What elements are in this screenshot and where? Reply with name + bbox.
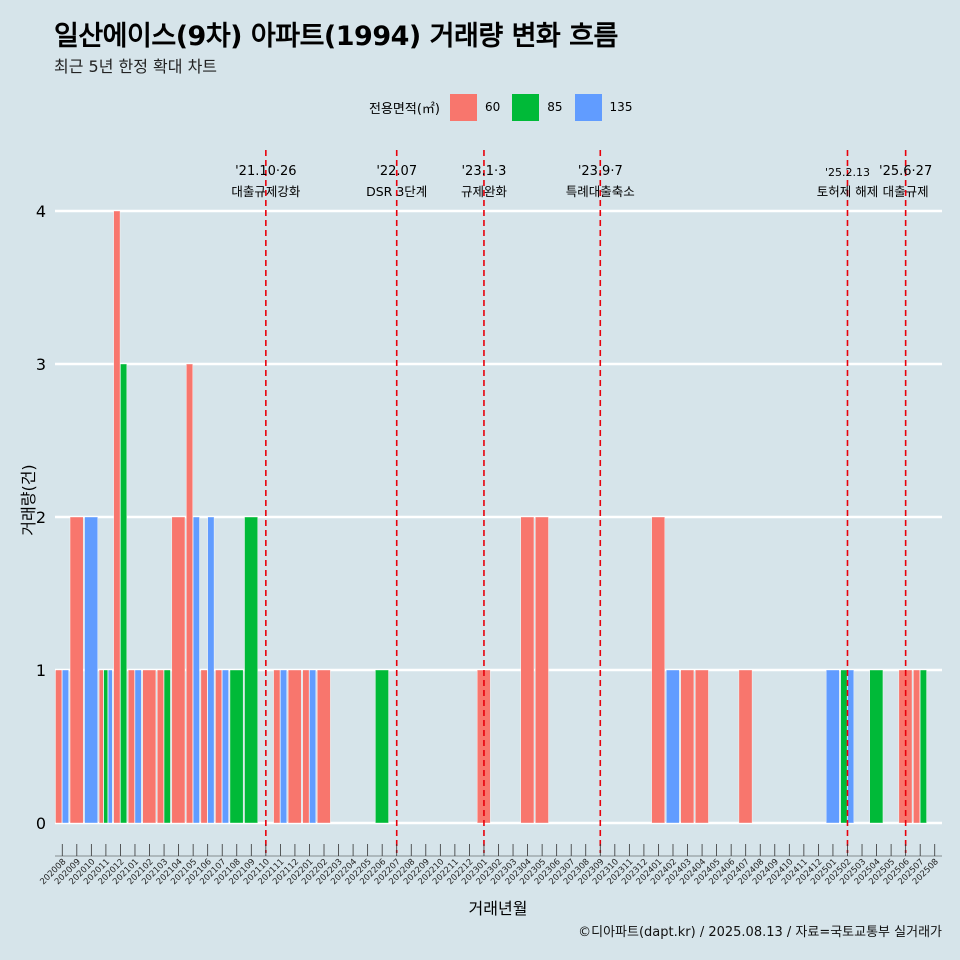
legend: 전용면적(㎡) 60 85 135 — [369, 93, 644, 121]
bar-202011-60 — [98, 669, 104, 824]
y-tick-label-2: 2 — [36, 508, 46, 527]
bar-202112-60 — [287, 669, 302, 824]
bar-202103-60 — [157, 669, 164, 824]
bar-202201-135 — [309, 669, 317, 824]
bar-202403-60 — [680, 669, 695, 824]
legend-label-60: 60 — [484, 100, 501, 114]
y-tick-label-3: 3 — [36, 355, 46, 374]
bar-202109-85 — [244, 516, 258, 824]
bar-202010-135 — [84, 516, 98, 824]
bar-202101-60 — [128, 669, 135, 824]
legend-swatch-60 — [449, 93, 477, 121]
chart-title: 일산에이스(9차) 아파트(1994) 거래량 변화 흐름 — [54, 21, 618, 52]
chart-subtitle: 최근 5년 한정 확대 차트 — [54, 57, 218, 76]
legend-swatch-85 — [512, 93, 540, 121]
legend-label-85: 85 — [547, 100, 563, 114]
bar-202104-60 — [171, 516, 186, 824]
y-tick-label-0: 0 — [36, 814, 46, 833]
annotation-label-2: 규제완화 — [461, 184, 508, 199]
bar-202507-85 — [919, 669, 927, 824]
bar-202011-85 — [103, 669, 108, 824]
bar-202012-60 — [113, 210, 121, 824]
legend-label-135: 135 — [609, 100, 633, 114]
bar-202009-60 — [69, 516, 84, 824]
bar-202012-85 — [120, 363, 128, 824]
bar-202105-135 — [192, 516, 200, 824]
annotation-date-0: '21.10·26 — [235, 164, 296, 179]
bar-202111-60 — [273, 669, 281, 824]
bar-202108-85 — [229, 669, 244, 824]
annotation-label-1: DSR 3단계 — [366, 184, 427, 199]
bar-202008-60 — [55, 669, 63, 824]
annotation-date-2: '23.1·3 — [461, 164, 506, 179]
bar-202507-60 — [913, 669, 920, 824]
annotations: '21.10·26 대출규제강화 '22.07 DSR 3단계 '23.1·3 규제완화 '… — [231, 150, 932, 853]
source-caption: ©디아파트(dapt.kr) / 2025.08.13 / 자료=국토교통부 실… — [578, 925, 942, 940]
annotation-label-5: 대출규제 — [883, 184, 929, 199]
annotation-date-1: '22.07 — [376, 164, 417, 179]
bar-202404-60 — [695, 669, 709, 824]
bar-202407-60 — [738, 669, 753, 824]
bar-202305-60 — [535, 516, 549, 824]
bar-202103-85 — [163, 669, 171, 824]
bar-202106-60 — [200, 669, 208, 824]
bar-202102-60 — [142, 669, 157, 824]
bar-202504-85 — [869, 669, 884, 824]
x-axis: 2020082020092020102020112020122021012021… — [38, 844, 942, 887]
y-tick-label-1: 1 — [36, 661, 46, 680]
annotation-label-4: 토허제 해제 — [817, 184, 878, 199]
bar-202008-135 — [62, 669, 69, 824]
bars — [55, 210, 927, 824]
bar-202206-85 — [375, 669, 389, 824]
legend-item-85: 85 — [512, 93, 570, 121]
bar-202502-135 — [847, 669, 855, 824]
bar-202502-85 — [840, 669, 848, 824]
bar-202107-60 — [215, 669, 223, 824]
annotation-date-4: '25.2.13 — [825, 166, 870, 179]
bar-202202-60 — [317, 669, 331, 824]
annotation-label-0: 대출규제강화 — [231, 184, 301, 199]
legend-item-60: 60 — [449, 93, 508, 121]
bar-202011-135 — [107, 669, 113, 824]
bar-202402-135 — [666, 669, 680, 824]
bar-202107-135 — [222, 669, 229, 824]
annotation-label-3: 특례대출축소 — [566, 184, 635, 199]
bar-202105-60 — [186, 363, 193, 824]
legend-title: 전용면적(㎡) — [369, 101, 440, 117]
y-tick-label-4: 4 — [36, 202, 46, 221]
legend-item-135: 135 — [574, 93, 641, 121]
bar-202106-135 — [207, 516, 215, 824]
bar-202111-135 — [280, 669, 287, 824]
bar-202304-60 — [520, 516, 535, 824]
annotation-date-5: '25.6·27 — [879, 164, 932, 179]
legend-swatch-135 — [574, 93, 602, 121]
y-axis-ticks: 0 1 2 3 4 — [36, 202, 46, 833]
x-axis-label: 거래년월 — [469, 899, 528, 918]
annotation-date-3: '23.9·7 — [578, 164, 623, 179]
y-axis-label: 거래량(건) — [19, 464, 38, 535]
bar-202401-60 — [651, 516, 666, 824]
bar-202501-135 — [825, 669, 840, 824]
bar-202201-60 — [302, 669, 310, 824]
bar-202101-135 — [134, 669, 142, 824]
